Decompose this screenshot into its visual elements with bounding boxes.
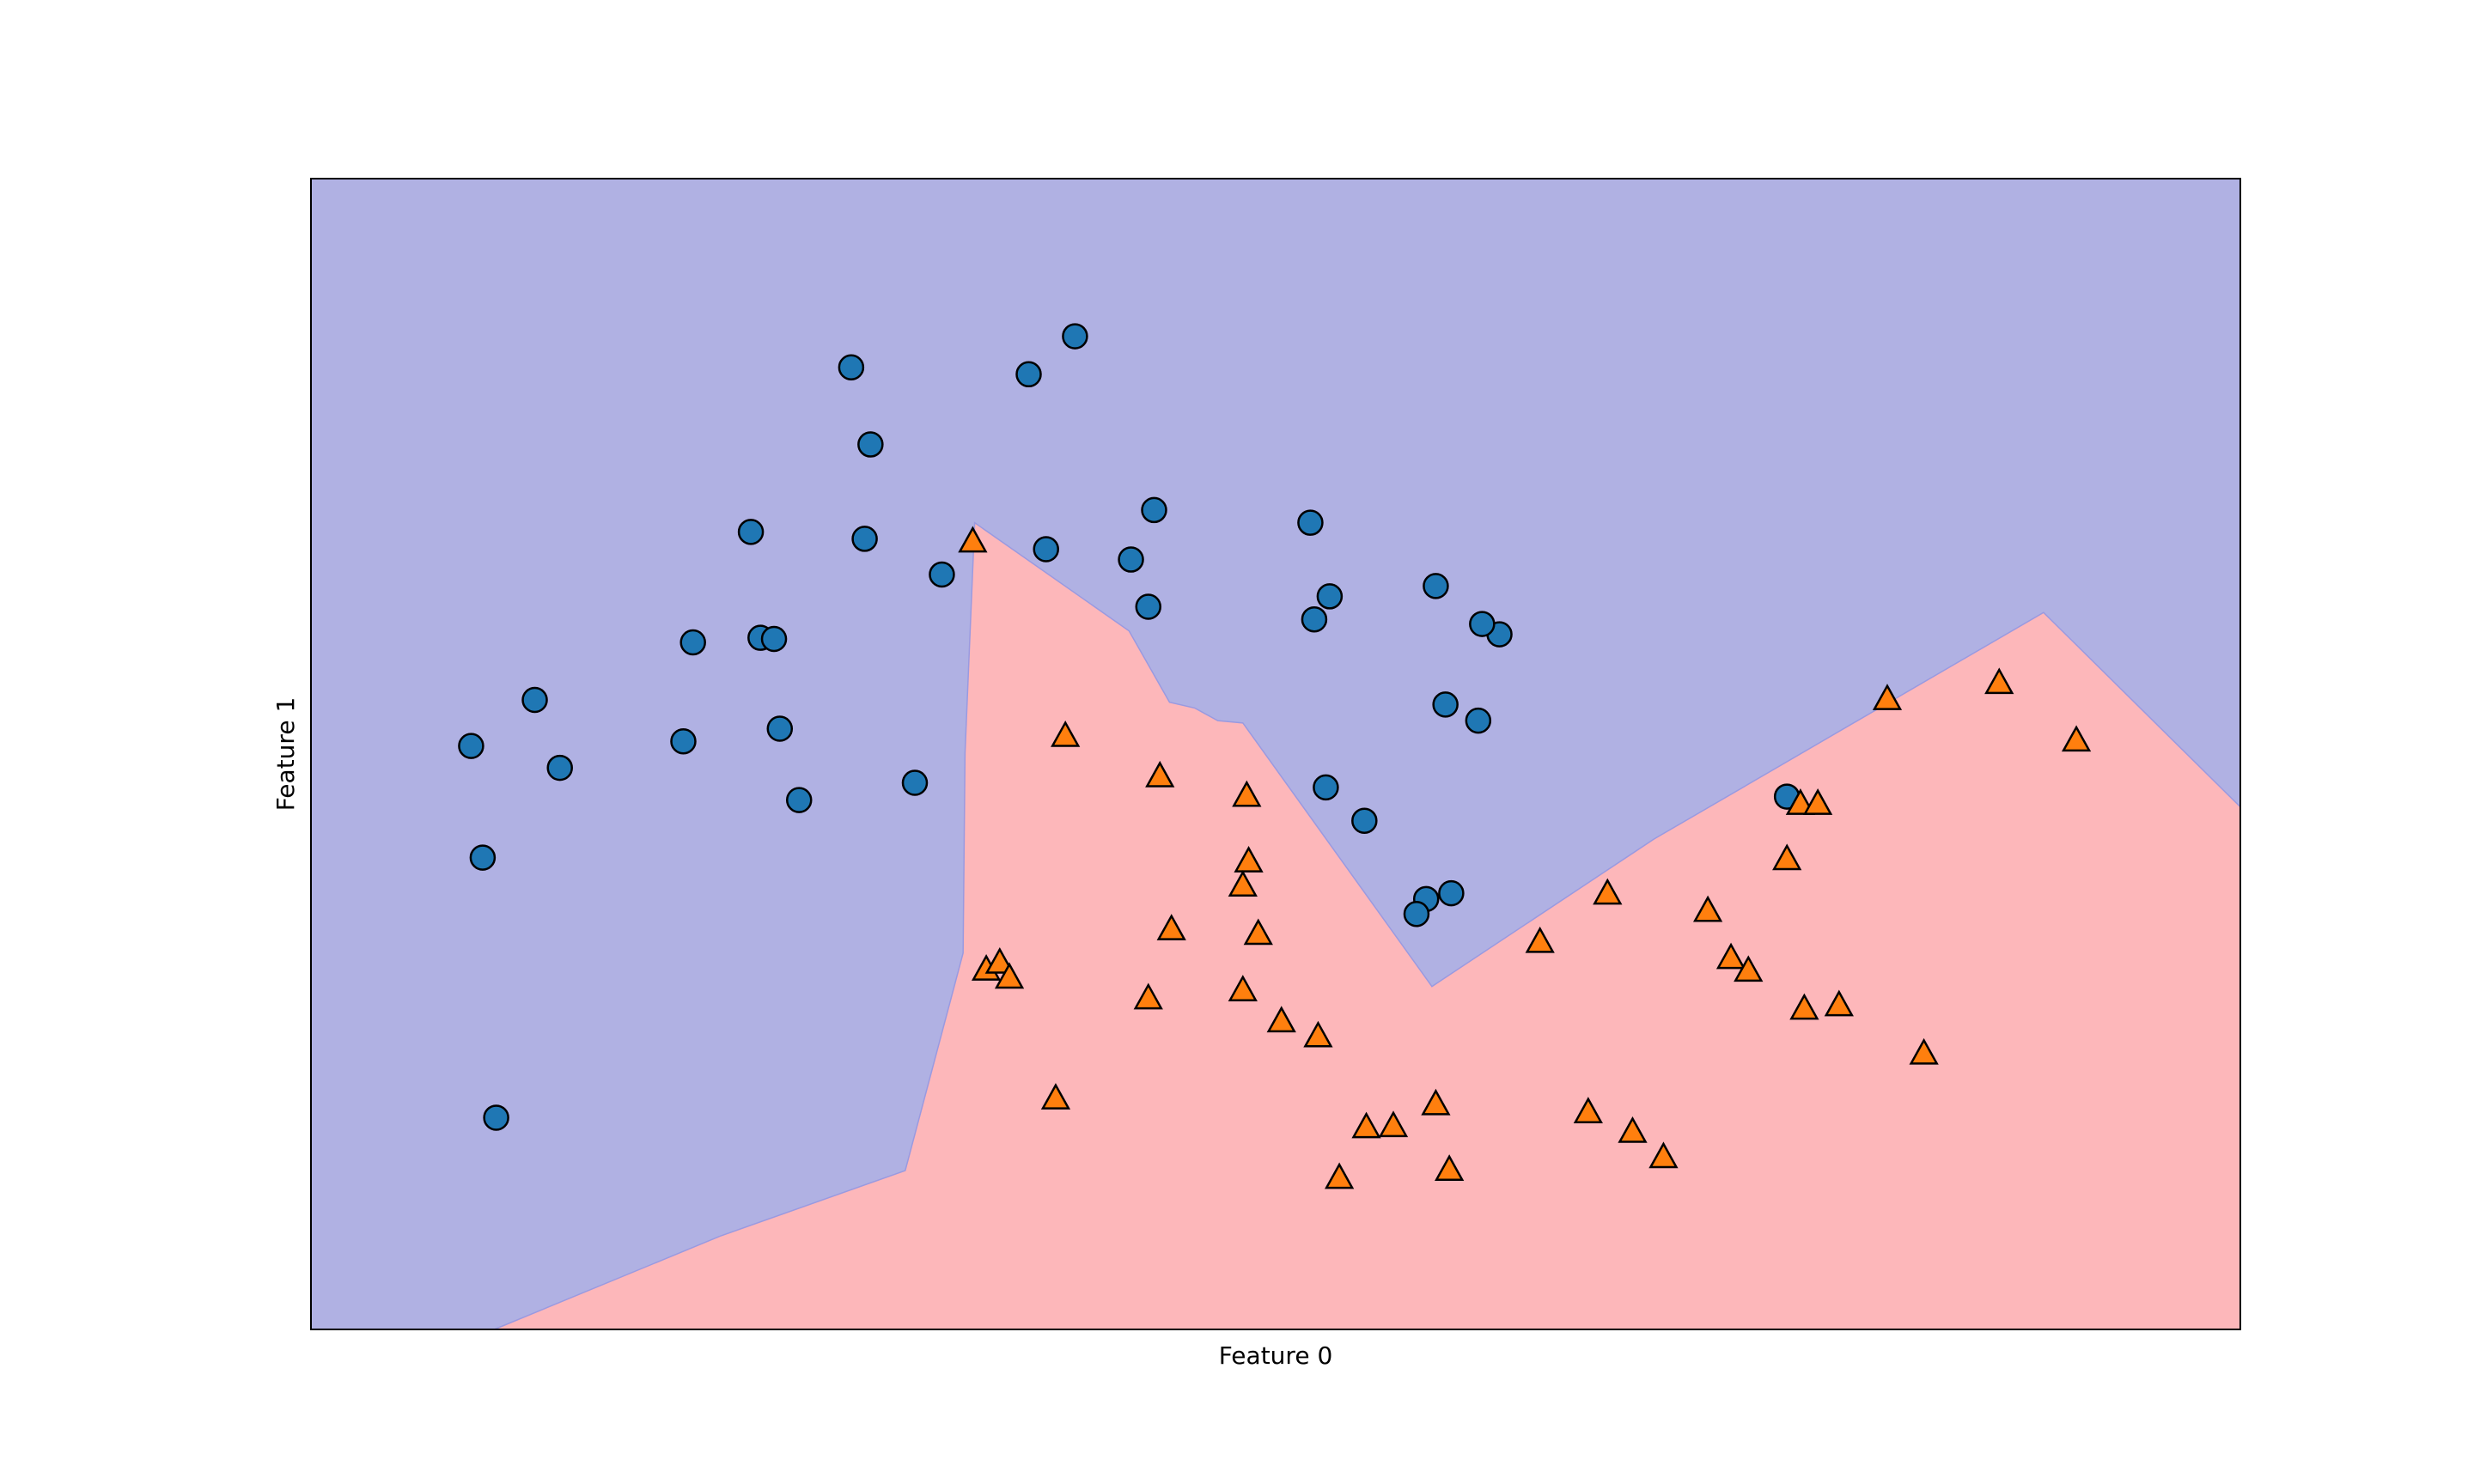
class-0-point: [1423, 573, 1449, 599]
class-1-point: [1715, 942, 1746, 970]
class-1-point: [1573, 1097, 1603, 1123]
class-1-point: [1228, 975, 1258, 1001]
class-0-point: [838, 354, 865, 381]
class-1-point: [1789, 993, 1819, 1020]
class-0-point: [1438, 879, 1465, 907]
class-1-point: [1351, 1111, 1381, 1139]
class-0-point: [1297, 509, 1324, 536]
class-1-point: [958, 526, 988, 553]
class-1-point: [1133, 982, 1163, 1010]
class-0-point: [521, 686, 548, 714]
class-1-point: [1692, 895, 1723, 922]
plot-area: [310, 178, 2241, 1330]
class-1-point: [1803, 788, 1833, 815]
class-0-point: [1135, 593, 1162, 620]
class-0-point: [901, 769, 929, 796]
class-1-point: [1040, 1083, 1071, 1110]
decision-boundary-line: [494, 521, 2241, 1330]
class-1-point: [1156, 914, 1186, 940]
class-0-point: [1033, 536, 1059, 563]
class-0-point: [929, 561, 955, 588]
class-0-point: [1403, 901, 1430, 928]
class-0-point: [857, 431, 884, 458]
class-1-point: [1435, 1154, 1465, 1181]
class-0-point: [1141, 496, 1167, 524]
class-1-point: [1909, 1037, 1939, 1065]
class-0-point: [1313, 774, 1339, 801]
class-0-point: [1301, 605, 1328, 633]
class-1-point: [1232, 780, 1262, 807]
class-0-point: [483, 1104, 509, 1131]
class-1-point: [1525, 926, 1555, 953]
class-1-point: [1421, 1088, 1451, 1116]
class-0-point: [1351, 807, 1378, 834]
class-1-point: [1824, 989, 1854, 1017]
class-0-point: [679, 629, 706, 656]
class-1-point: [1266, 1006, 1296, 1033]
class-1-point: [1872, 684, 1903, 710]
class-0-point: [458, 733, 484, 759]
class-1-point: [984, 946, 1015, 974]
axes-frame: [310, 178, 2241, 1330]
class-0-point: [1432, 691, 1459, 718]
class-0-point: [1062, 323, 1088, 350]
class-0-point: [760, 625, 788, 653]
class-0-point: [469, 844, 497, 871]
class-1-point: [1772, 843, 1802, 871]
class-0-point: [1118, 546, 1144, 573]
class-1-point: [1618, 1116, 1648, 1143]
class-1-point: [1734, 955, 1764, 982]
x-axis-label: Feature 0: [1219, 1341, 1333, 1370]
class-1-point: [1593, 878, 1623, 905]
class-1-point: [1984, 667, 2014, 695]
y-axis-label: Feature 1: [271, 697, 300, 812]
class-1-point: [1228, 870, 1258, 897]
class-1-point: [1648, 1141, 1679, 1169]
class-1-point: [1378, 1110, 1409, 1138]
class-1-point: [1145, 760, 1175, 788]
class-0-point: [1015, 361, 1042, 388]
data-points: [458, 323, 2092, 1189]
class-0-point: [766, 715, 794, 742]
class-0-point: [1469, 611, 1496, 637]
decision-region-class-1: [494, 522, 2240, 1329]
class-0-point: [737, 519, 765, 545]
class-0-point: [1316, 583, 1344, 610]
class-1-point: [1234, 846, 1264, 873]
class-1-point: [1303, 1020, 1333, 1048]
class-1-point: [2061, 725, 2092, 752]
class-1-point: [1243, 918, 1273, 946]
class-0-point: [546, 754, 573, 782]
class-1-point: [1051, 720, 1081, 747]
class-1-point: [1785, 788, 1816, 815]
class-0-point: [670, 728, 697, 755]
class-1-point: [994, 962, 1025, 989]
class-0-point: [1465, 707, 1492, 734]
class-1-point: [1324, 1162, 1355, 1189]
class-0-point: [851, 526, 878, 552]
class-0-point: [785, 787, 813, 813]
